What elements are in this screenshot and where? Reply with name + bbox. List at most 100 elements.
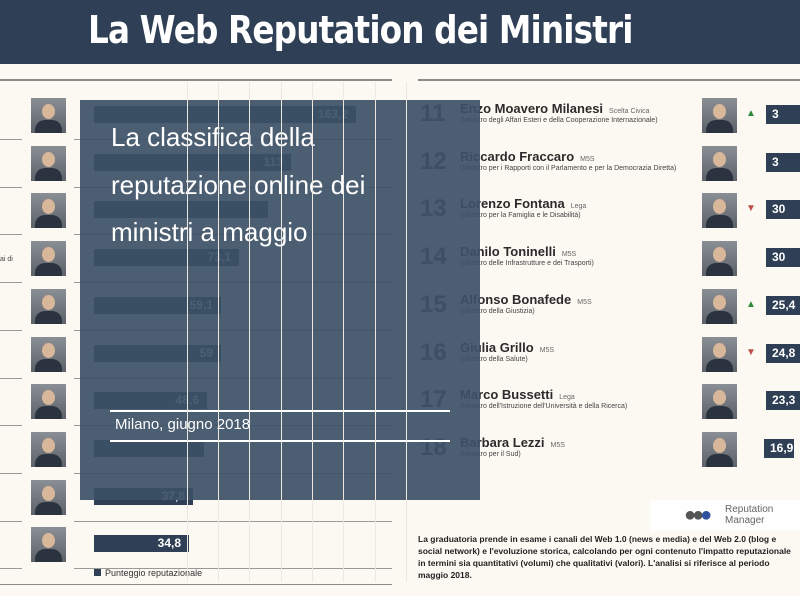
divider [110, 410, 450, 412]
portrait-photo [702, 288, 737, 324]
reputation-manager-logo: ●●● Reputation Manager [650, 500, 800, 531]
score-value: 3 [766, 105, 800, 124]
photo-body [706, 453, 733, 467]
photo-head [713, 151, 726, 167]
party-label: M5S [577, 298, 592, 306]
party-label: M5S [580, 155, 595, 163]
party-label: M5S [561, 251, 577, 259]
header-banner: La Web Reputation dei Ministri [0, 0, 800, 64]
overlay-subtitle: Milano, giugno 2018 [115, 416, 251, 433]
photo-head [713, 390, 726, 406]
portrait-photo [702, 193, 737, 229]
portrait-photo [31, 288, 66, 324]
page-title: La Web Reputation dei Ministri [88, 8, 633, 52]
party-label: M5S [539, 346, 555, 354]
row-separator [0, 329, 22, 331]
portrait-photo [31, 193, 66, 229]
gridline [218, 82, 219, 582]
minister-name: Marco Bussetti Lega [460, 387, 575, 402]
score-value: 16,9 [764, 438, 794, 458]
legend-swatch [94, 569, 101, 576]
party-label: Lega [559, 394, 575, 402]
name-text: Alfonso Bonafede [460, 291, 572, 307]
divider [418, 79, 800, 81]
trend-up-icon: ▲ [746, 298, 756, 310]
name-text: Danilo Toninelli [460, 244, 556, 260]
logo-text: Reputation Manager [725, 504, 774, 526]
trend-down-icon: ▼ [746, 346, 756, 358]
photo-body [35, 406, 62, 420]
photo-head [42, 533, 55, 549]
photo-head [42, 390, 55, 406]
photo-head [713, 199, 726, 215]
logo-icon: ●●● [684, 504, 712, 526]
score-value: 30 [766, 200, 800, 220]
row-separator [0, 234, 22, 236]
ministry-role: (Ministro della Salute) [460, 355, 528, 363]
minister-name: Riccardo Fraccaro M5S [460, 149, 595, 164]
gridline [343, 82, 344, 582]
row-separator [74, 568, 392, 570]
portrait-photo [702, 98, 737, 133]
gridline [187, 82, 188, 582]
portrait-photo [31, 336, 66, 372]
name-text: Marco Bussetti [460, 387, 554, 403]
photo-body [706, 167, 733, 181]
name-text: Lorenzo Fontana [460, 196, 565, 212]
row-separator [0, 568, 22, 570]
portrait-photo [31, 384, 66, 420]
minister-name: Alfonso Bonafede M5S [460, 292, 592, 307]
side-text: ai di [0, 256, 13, 264]
score-bar: 34,8 [94, 535, 189, 553]
minister-name: Danilo Toninelli M5S [460, 244, 576, 259]
photo-head [713, 294, 726, 310]
photo-head [42, 247, 55, 263]
divider [0, 79, 392, 81]
gridline [249, 82, 250, 582]
row-separator [0, 282, 22, 284]
minister-name: Lorenzo Fontana Lega [460, 196, 586, 211]
score-value: 30 [766, 248, 800, 268]
portrait-photo [31, 527, 66, 563]
divider [110, 440, 450, 442]
portrait-photo [31, 98, 66, 133]
photo-body [35, 215, 62, 229]
portrait-photo [31, 145, 66, 181]
portrait-photo [702, 145, 737, 181]
row-separator [0, 377, 22, 379]
row-separator [0, 520, 22, 522]
portrait-photo [702, 336, 737, 372]
portrait-photo [702, 431, 737, 467]
photo-body [706, 406, 733, 420]
photo-head [42, 151, 55, 167]
row-separator [0, 186, 22, 188]
gridline [280, 82, 282, 582]
score-value: 23,3 [766, 391, 800, 411]
name-text: Riccardo Fraccaro [460, 148, 575, 164]
photo-body [35, 263, 62, 277]
row-separator [74, 520, 392, 522]
portrait-photo [31, 431, 66, 467]
photo-head [713, 437, 726, 453]
minister-name: Barbara Lezzi M5S [460, 435, 565, 450]
photo-head [713, 247, 726, 263]
photo-body [35, 549, 62, 563]
party-label: Lega [570, 203, 587, 211]
divider [0, 584, 392, 585]
photo-body [35, 167, 62, 181]
methodology-note: La graduatoria prende in esame i canali … [418, 534, 791, 580]
row-separator [0, 139, 22, 140]
score-value: 3 [766, 152, 800, 172]
photo-body [35, 310, 62, 324]
photo-body [706, 310, 733, 324]
ministry-role: (Ministro degli Affari Esteri e della Co… [460, 117, 658, 124]
photo-head [42, 437, 55, 453]
photo-body [706, 358, 733, 372]
ministry-role: (Ministro per i Rapporti con il Parlamen… [460, 164, 677, 172]
photo-body [35, 358, 62, 372]
party-label: M5S [550, 441, 565, 449]
row-separator [0, 472, 22, 474]
photo-head [42, 199, 55, 215]
chart-legend: Punteggio reputazionale [94, 568, 202, 578]
score-value: 24,8 [766, 343, 800, 363]
